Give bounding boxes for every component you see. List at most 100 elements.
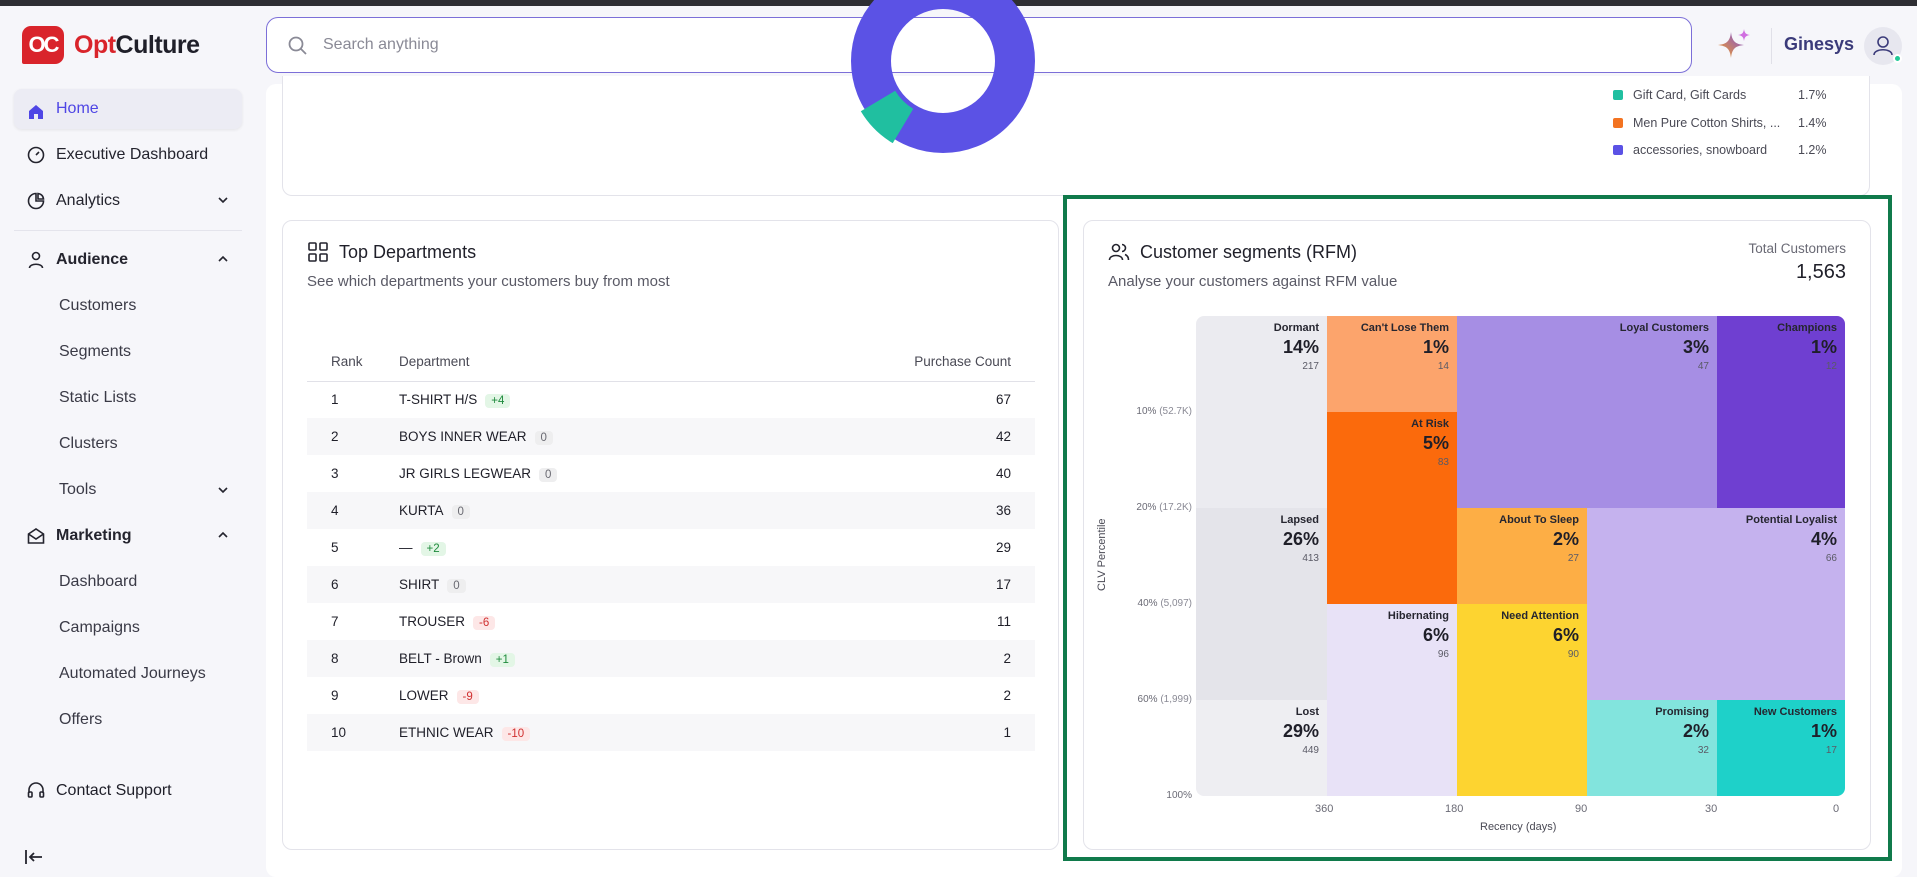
- table-row[interactable]: 9 LOWER -9 2: [307, 677, 1035, 714]
- legend-swatch: [1613, 145, 1623, 155]
- card-subtitle: Analyse your customers against RFM value: [1108, 273, 1398, 290]
- department-name: LOWER: [399, 687, 449, 703]
- sidebar-item-static-lists[interactable]: Static Lists: [14, 375, 242, 421]
- segment-count: 32: [1697, 745, 1709, 756]
- rfm-segment[interactable]: Can't Lose Them 1% 14: [1327, 316, 1457, 412]
- sidebar-item-offers[interactable]: Offers: [14, 697, 242, 743]
- department-name: TROUSER: [399, 613, 466, 629]
- rfm-segment[interactable]: About To Sleep 2% 27: [1457, 508, 1587, 604]
- sidebar-item-campaigns[interactable]: Campaigns: [14, 605, 242, 651]
- title-text: Top Departments: [339, 241, 477, 262]
- table-row[interactable]: 10 ETHNIC WEAR -10 1: [307, 714, 1035, 751]
- total-customers-label: Total Customers: [1748, 241, 1846, 256]
- rfm-segment[interactable]: Champions 1% 12: [1717, 316, 1845, 508]
- donut-chart: [851, 0, 1035, 153]
- purchase-count-cell: 1: [759, 714, 1035, 751]
- department-cell: SHIRT 0: [399, 566, 760, 603]
- chevron-up-icon[interactable]: [216, 252, 230, 266]
- sidebar-item-automated-journeys[interactable]: Automated Journeys: [14, 651, 242, 697]
- table-row[interactable]: 2 BOYS INNER WEAR 0 42: [307, 418, 1035, 455]
- sidebar: OC OptCulture Home Executive Dashboard A…: [0, 6, 258, 877]
- table-row[interactable]: 8 BELT - Brown +1 2: [307, 640, 1035, 677]
- segment-name: Champions: [1777, 322, 1837, 334]
- segment-percent: 6%: [1552, 625, 1579, 645]
- sidebar-item-tools[interactable]: Tools: [14, 467, 242, 513]
- rank-change-badge: 0: [451, 504, 470, 519]
- rank-change-badge: 0: [447, 578, 466, 593]
- ai-sparkle-icon[interactable]: [1713, 26, 1753, 66]
- chevron-up-icon[interactable]: [216, 528, 230, 542]
- rfm-segment[interactable]: Lapsed 26% 413: [1196, 508, 1327, 700]
- sidebar-item-clusters[interactable]: Clusters: [14, 421, 242, 467]
- online-status-dot: [1893, 54, 1902, 63]
- column-header[interactable]: Purchase Count: [759, 343, 1035, 382]
- rfm-segment[interactable]: Dormant 14% 217: [1196, 316, 1327, 508]
- rfm-segment[interactable]: Potential Loyalist 4% 66: [1587, 508, 1845, 700]
- segment-percent: 1%: [1810, 721, 1837, 741]
- column-header[interactable]: Department: [399, 343, 760, 382]
- column-header[interactable]: Rank: [307, 343, 399, 382]
- sidebar-item-executive-dashboard[interactable]: Executive Dashboard: [14, 132, 242, 178]
- y-tick-pct: 100%: [1166, 790, 1192, 801]
- purchase-count-cell: 40: [995, 466, 1011, 481]
- rfm-segment[interactable]: Lost 29% 449: [1196, 700, 1327, 796]
- segment-percent: 3%: [1682, 337, 1709, 357]
- department-name: BELT - Brown: [399, 650, 482, 666]
- sidebar-item-label: Automated Journeys: [59, 665, 206, 682]
- contact-support-button[interactable]: Contact Support: [14, 768, 242, 814]
- legend-item: Gift Card, Gift Cards 1.7%: [1613, 88, 1838, 102]
- segment-name: Hibernating: [1387, 610, 1449, 622]
- search-bar[interactable]: [266, 17, 1692, 73]
- card-title: Top Departments: [307, 241, 476, 263]
- sidebar-item-analytics[interactable]: Analytics: [14, 178, 242, 224]
- org-name[interactable]: Ginesys: [1784, 34, 1855, 54]
- y-tick: 100%: [1102, 790, 1192, 801]
- rfm-segment[interactable]: Promising 2% 32: [1587, 700, 1717, 796]
- table-row[interactable]: 6 SHIRT 0 17: [307, 566, 1035, 603]
- department-name: T-SHIRT H/S: [399, 391, 478, 407]
- collapse-sidebar-icon[interactable]: [24, 848, 46, 866]
- rfm-segment[interactable]: Need Attention 6% 90: [1457, 604, 1587, 796]
- sidebar-item-label: Customers: [59, 297, 137, 314]
- sidebar-item-label: Audience: [56, 251, 129, 268]
- segment-name: About To Sleep: [1499, 514, 1579, 526]
- table-row[interactable]: 1 T-SHIRT H/S +4 67: [307, 381, 1035, 418]
- table-row[interactable]: 7 TROUSER -6 11: [307, 603, 1035, 640]
- sidebar-item-customers[interactable]: Customers: [14, 283, 242, 329]
- purchase-count-cell: 2: [759, 640, 1035, 677]
- rank-change-badge: +2: [420, 541, 446, 556]
- product-mix-card: Gift Card, Gift Cards 1.7% Men Pure Cott…: [282, 0, 1870, 196]
- sidebar-item-audience[interactable]: Audience: [14, 237, 242, 283]
- y-tick-pct: 60%: [1137, 694, 1158, 705]
- segment-percent: 14%: [1282, 337, 1319, 357]
- logo[interactable]: OC OptCulture: [22, 26, 200, 64]
- department-name: —: [399, 539, 413, 555]
- sidebar-item-dashboard[interactable]: Dashboard: [14, 559, 242, 605]
- purchase-count-cell: 29: [995, 540, 1011, 555]
- chevron-down-icon[interactable]: [216, 483, 230, 497]
- sidebar-item-segments[interactable]: Segments: [14, 329, 242, 375]
- legend-pct: 1.7%: [1798, 88, 1827, 102]
- rank-cell: 1: [331, 392, 339, 408]
- rfm-segment[interactable]: Hibernating 6% 96: [1327, 604, 1457, 796]
- rfm-segment[interactable]: At Risk 5% 83: [1327, 412, 1457, 604]
- divider: [14, 230, 242, 231]
- segment-percent: 1%: [1810, 337, 1837, 357]
- sidebar-item-marketing[interactable]: Marketing: [14, 513, 242, 559]
- search-input[interactable]: [323, 30, 1623, 60]
- sidebar-item-home[interactable]: Home: [14, 89, 242, 129]
- dashboard-icon: [27, 146, 45, 164]
- legend-pct: 1.2%: [1798, 143, 1827, 157]
- rfm-segment[interactable]: New Customers 1% 17: [1717, 700, 1845, 796]
- chevron-down-icon[interactable]: [216, 193, 230, 207]
- rfm-segment[interactable]: Loyal Customers 3% 47: [1457, 316, 1717, 508]
- y-tick-value: (17.2K): [1159, 502, 1192, 513]
- segment-count: 83: [1437, 457, 1449, 468]
- table-row[interactable]: 5 — +2 29: [307, 529, 1035, 566]
- x-axis-label: Recency (days): [1480, 821, 1557, 833]
- table-row[interactable]: 4 KURTA 0 36: [307, 492, 1035, 529]
- grid-icon: [308, 242, 328, 262]
- avatar[interactable]: [1864, 27, 1902, 65]
- purchase-count-cell: 67: [995, 392, 1011, 408]
- table-row[interactable]: 3 JR GIRLS LEGWEAR 0 40: [307, 455, 1035, 492]
